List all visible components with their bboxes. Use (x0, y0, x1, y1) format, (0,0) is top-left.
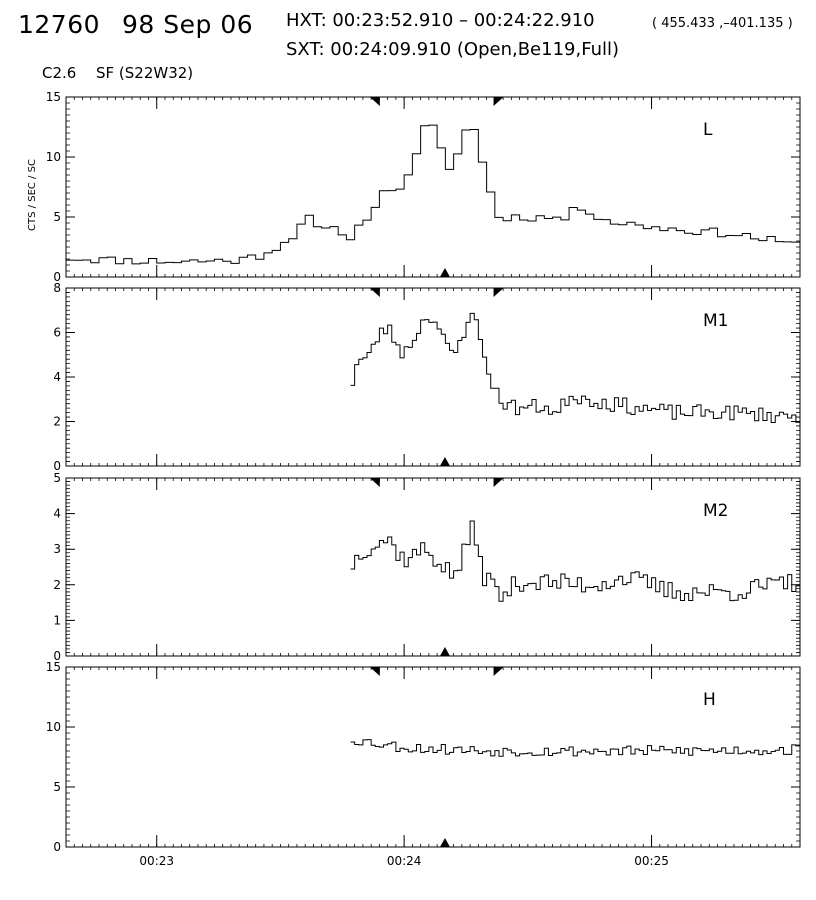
y-tick-label: 5 (53, 780, 61, 794)
y-tick-label: 5 (53, 210, 61, 224)
y-tick-label: 1 (53, 613, 61, 627)
y-tick-label: 0 (53, 840, 61, 854)
hxt-end-marker (493, 667, 504, 676)
panel-frame-l (65, 96, 801, 278)
y-tick-label: 3 (53, 542, 61, 556)
hxt-interval: HXT: 00:23:52.910 – 00:24:22.910 (286, 10, 595, 31)
y-minor-ticks (66, 666, 800, 848)
hxt-end-marker (493, 288, 504, 297)
event-id: 12760 (18, 10, 101, 39)
x-tick-label: 00:24 (387, 854, 422, 868)
y-minor-ticks (66, 96, 800, 278)
panel-label-m1: M1 (703, 311, 728, 331)
hxt-start-marker (369, 667, 380, 676)
panel-label-m2: M2 (703, 501, 728, 521)
hxt-end-marker (493, 97, 504, 106)
y-tick-label: 8 (53, 281, 61, 295)
lightcurve-l (66, 124, 800, 265)
sxt-time-marker (439, 838, 450, 847)
flare-location: SF (S22W32) (96, 64, 194, 82)
y-tick-label: 0 (53, 459, 61, 473)
x-minor-ticks (65, 288, 801, 466)
sxt-time-marker (439, 268, 450, 277)
y-tick-label: 2 (53, 578, 61, 592)
hxt-end-marker (493, 478, 504, 487)
y-tick-label: 0 (53, 649, 61, 663)
y-tick-label: 0 (53, 270, 61, 284)
y-tick-label: 4 (53, 507, 61, 521)
panel-label-h: H (703, 690, 716, 710)
panel-label-l: L (703, 120, 713, 140)
event-date: 98 Sep 06 (122, 10, 254, 39)
sxt-time-marker (439, 457, 450, 466)
y-minor-ticks (66, 287, 800, 467)
y-tick-label: 5 (53, 471, 61, 485)
sxt-line: SXT: 00:24:09.910 (Open,Be119,Full) (286, 39, 620, 60)
lightcurve-m2 (350, 520, 800, 602)
y-minor-ticks (66, 477, 800, 657)
flare-coordinates: ( 455.433 ,–401.135 ) (652, 16, 793, 31)
hxt-start-marker (369, 478, 380, 487)
hxt-start-marker (369, 288, 380, 297)
y-tick-label: 6 (53, 326, 61, 340)
y-tick-label: 4 (53, 370, 61, 384)
y-tick-label: 2 (53, 415, 61, 429)
y-tick-label: 15 (46, 90, 61, 104)
y-tick-label: 10 (46, 720, 61, 734)
x-minor-ticks (65, 667, 801, 847)
panel-frame-m2 (65, 477, 801, 657)
panel-frame-m1 (65, 287, 801, 467)
x-minor-ticks (65, 478, 801, 656)
x-tick-label: 00:25 (634, 854, 669, 868)
hxt-start-marker (369, 97, 380, 106)
sxt-time-marker (439, 647, 450, 656)
lightcurve-m1 (350, 312, 800, 423)
y-tick-label: 10 (46, 150, 61, 164)
panel-frame-h (65, 666, 801, 848)
x-minor-ticks (65, 97, 801, 277)
lightcurve-h (350, 739, 800, 757)
y-tick-label: 15 (46, 660, 61, 674)
y-axis-label: CTS / SEC / SC (27, 159, 38, 231)
goes-class: C2.6 (42, 64, 77, 82)
x-tick-label: 00:23 (139, 854, 174, 868)
